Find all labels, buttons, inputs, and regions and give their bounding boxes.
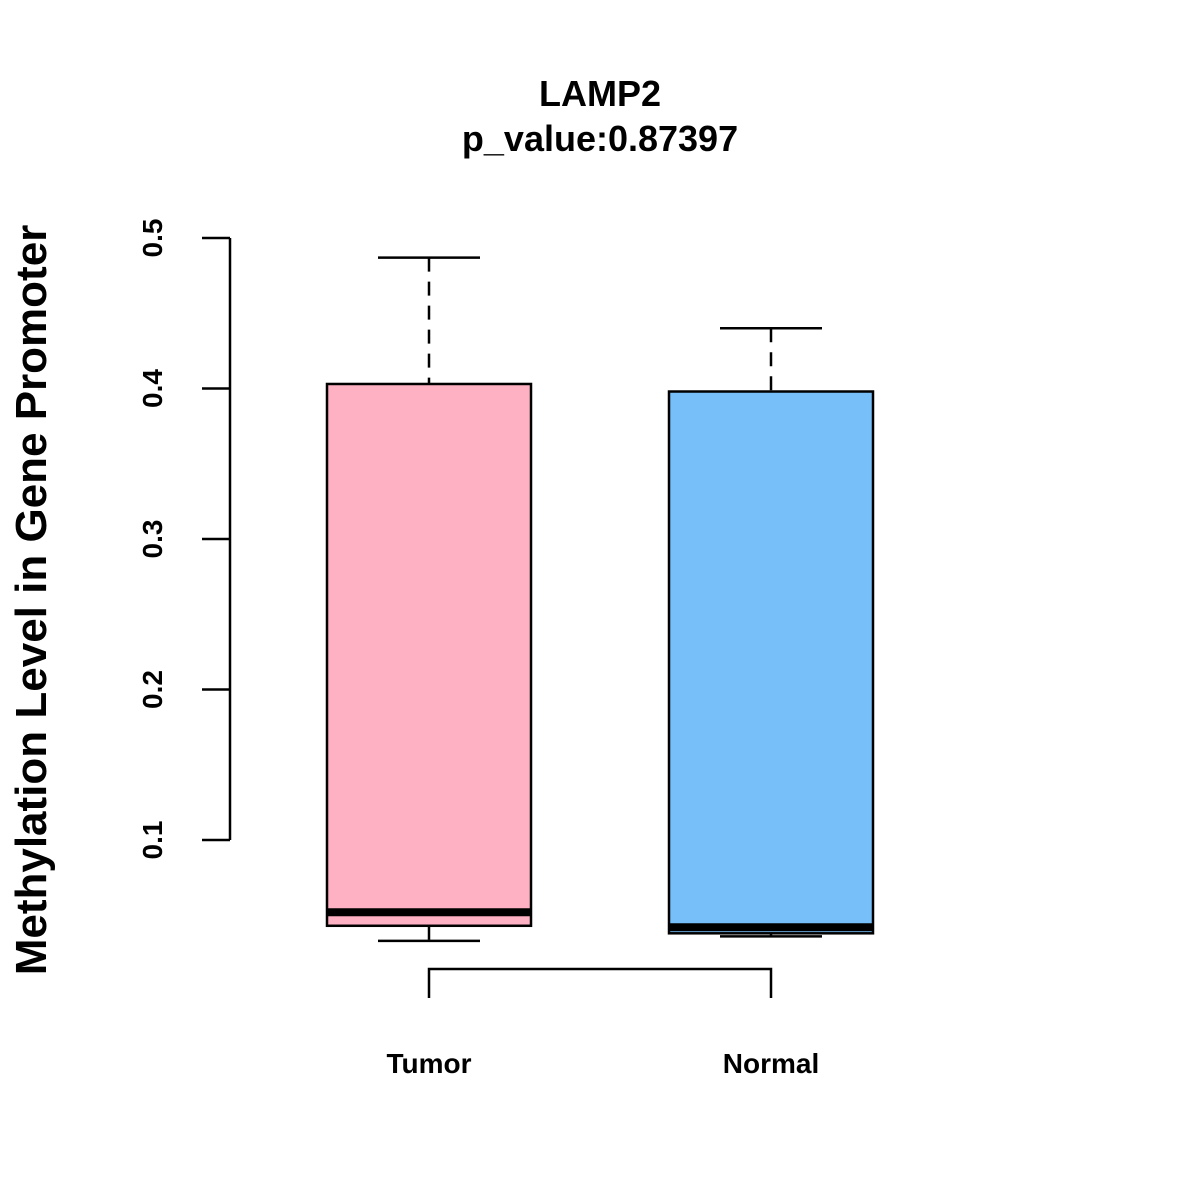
y-tick-label: 0.5 [137,219,168,258]
y-tick-label: 0.4 [137,369,168,408]
y-axis: 0.1 0.2 0.3 0.4 0.5 [137,219,232,860]
x-tick-label-tumor: Tumor [386,1048,471,1079]
y-tick-label: 0.2 [137,670,168,709]
box-rect [325,382,533,928]
box-tumor [325,256,533,943]
boxes [325,256,875,943]
x-axis: Tumor Normal [386,967,819,1079]
y-tick-label: 0.1 [137,821,168,860]
box-normal [667,327,875,938]
chart-title: LAMP2 [539,73,661,114]
y-axis-label: Methylation Level in Gene Promoter [7,225,56,976]
y-tick-label: 0.3 [137,520,168,559]
x-tick-label-normal: Normal [723,1048,819,1079]
chart-subtitle: p_value:0.87397 [462,118,738,159]
comparison-bracket [427,967,773,998]
box-rect [667,390,875,935]
